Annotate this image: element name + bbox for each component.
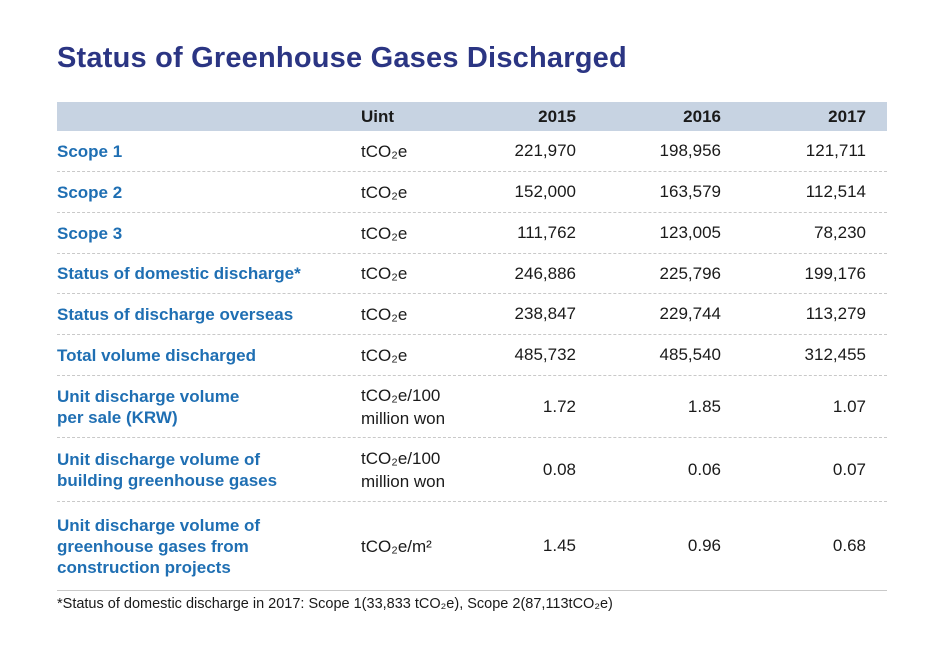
row-value-2017: 199,176 [804, 263, 866, 283]
row-value-2017: 78,230 [814, 223, 866, 242]
table-row: Scope 3 tCO₂e 111,762 123,005 78,230 [57, 213, 887, 254]
row-label: Scope 3 [57, 223, 123, 243]
row-value-2015: 152,000 [514, 182, 576, 201]
row-label: Total volume discharged [57, 345, 257, 365]
row-value-2016: 163,579 [659, 182, 721, 201]
table-row: Status of domestic discharge* tCO₂e 246,88… [57, 254, 887, 294]
table-row: Unit discharge volume of greenhouse gase… [57, 502, 887, 591]
row-unit: tCO₂e [361, 264, 408, 283]
row-unit: tCO₂e [361, 304, 408, 324]
table-row: Total volume discharged tCO₂e 485,732 485,5… [57, 335, 887, 376]
row-label: Scope 1 [57, 141, 123, 161]
row-value-2015: 221,970 [514, 141, 576, 160]
row-unit: tCO₂e [361, 141, 408, 161]
header-year-2015: 2015 [538, 106, 576, 126]
page-title: Status of Greenhouse Gases Discharged [57, 42, 627, 74]
row-value-2015: 1.72 [542, 396, 576, 416]
row-value-2017: 0.68 [832, 536, 866, 555]
row-value-2017: 121,711 [805, 141, 866, 160]
row-unit: tCO₂e [361, 223, 408, 243]
row-label: Status of discharge overseas [57, 304, 294, 324]
footnote: *Status of domestic discharge in 2017: S… [57, 596, 613, 612]
row-unit: tCO₂e [361, 182, 408, 202]
row-value-2016: 1.85 [687, 396, 721, 416]
row-value-2015: 0.08 [542, 459, 576, 479]
row-value-2015: 485,732 [514, 345, 576, 364]
row-unit: tCO₂e/m² [361, 536, 432, 556]
row-value-2017: 113,279 [805, 304, 866, 323]
row-label: Unit discharge volume of greenhouse gase… [57, 515, 261, 577]
header-year-2016: 2016 [683, 106, 721, 126]
row-unit: tCO₂e/100 million won [361, 448, 446, 491]
row-value-2017: 0.07 [832, 459, 866, 479]
row-value-2015: 238,847 [514, 304, 576, 323]
table-header: Uint 2015 2016 2017 [57, 102, 887, 131]
row-unit: tCO₂e [361, 345, 408, 365]
row-label: Status of domestic discharge* [57, 264, 301, 283]
table-body: Scope 1 tCO₂e 221,970 198,956 121,711 Scope 2… [57, 131, 887, 591]
table-row: Scope 2 tCO₂e 152,000 163,579 112,514 [57, 172, 887, 213]
row-value-2015: 1.45 [542, 536, 576, 555]
row-unit: tCO₂e/100 million won [361, 385, 446, 428]
header-year-2017: 2017 [828, 106, 866, 126]
row-value-2016: 198,956 [659, 141, 721, 160]
row-value-2016: 0.96 [687, 536, 721, 555]
table-row: Unit discharge volume per sale (KRW) tCO₂… [57, 376, 887, 438]
header-unit: Uint [361, 107, 395, 126]
row-value-2015: 246,886 [514, 263, 576, 283]
row-value-2017: 1.07 [832, 396, 866, 416]
row-value-2015: 111,762 [517, 223, 576, 242]
row-value-2016: 485,540 [659, 345, 721, 364]
row-value-2017: 312,455 [804, 345, 866, 364]
row-value-2017: 112,514 [805, 182, 866, 201]
row-value-2016: 229,744 [659, 304, 721, 323]
row-value-2016: 0.06 [687, 459, 721, 479]
table-row: Unit discharge volume of building greenh… [57, 438, 887, 502]
row-value-2016: 225,796 [659, 263, 721, 283]
row-label: Scope 2 [57, 182, 123, 202]
row-value-2016: 123,005 [659, 223, 721, 242]
table-row: Scope 1 tCO₂e 221,970 198,956 121,711 [57, 131, 887, 172]
ghg-table: Uint 2015 2016 2017 Scope 1 tCO₂e 221,970 1… [57, 102, 887, 591]
row-label: Unit discharge volume per sale (KRW) [57, 386, 240, 427]
table-row: Status of discharge overseas tCO₂e 238,847… [57, 294, 887, 335]
row-label: Unit discharge volume of building greenh… [57, 449, 278, 490]
